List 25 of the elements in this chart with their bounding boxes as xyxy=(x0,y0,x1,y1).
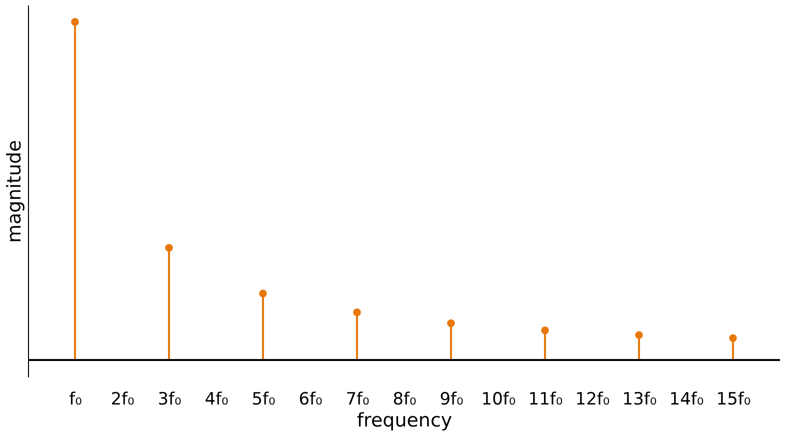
x-tick-label: 5f₀ xyxy=(252,390,276,410)
x-tick-label: 8f₀ xyxy=(392,390,416,410)
x-tick-label: 11f₀ xyxy=(528,390,563,410)
point xyxy=(541,326,549,334)
x-axis-title: frequency xyxy=(356,410,452,432)
point xyxy=(729,334,737,342)
x-tick-label: 9f₀ xyxy=(440,390,464,410)
x-tick-label: 2f₀ xyxy=(110,390,134,410)
x-tick-label: 12f₀ xyxy=(575,390,610,410)
point xyxy=(259,290,267,298)
x-tick-label: f₀ xyxy=(69,390,82,410)
x-tick-label: 14f₀ xyxy=(669,390,704,410)
x-tick-label: 15f₀ xyxy=(716,390,751,410)
x-tick-label: 10f₀ xyxy=(481,390,516,410)
x-tick-label: 4f₀ xyxy=(204,390,228,410)
x-tick-label: 6f₀ xyxy=(298,390,322,410)
y-axis-title: magnitude xyxy=(4,140,26,243)
point xyxy=(635,331,643,339)
point xyxy=(353,308,361,316)
point xyxy=(447,319,455,328)
point xyxy=(71,18,79,26)
point xyxy=(165,244,173,252)
x-tick-label: 3f₀ xyxy=(158,390,182,410)
x-tick-label: 13f₀ xyxy=(622,390,657,410)
x-tick-label: 7f₀ xyxy=(346,390,370,410)
